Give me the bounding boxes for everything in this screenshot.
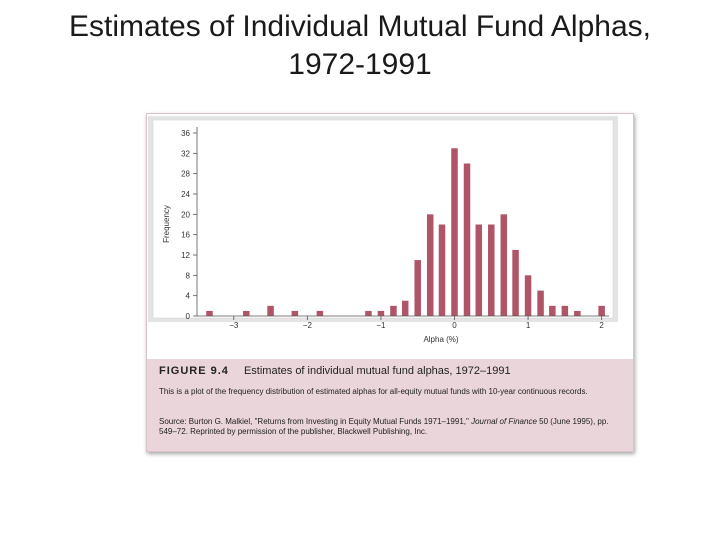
histogram-bar [377,310,385,316]
y-tick-label: 8 [186,271,191,280]
x-tick-label: −1 [376,321,386,330]
histogram-bar [463,163,471,316]
source-prefix: Source: Burton G. Malkiel, "Returns from… [159,417,469,426]
histogram-bar [561,305,569,316]
slide-title: Estimates of Individual Mutual Fund Alph… [0,8,720,84]
y-axis: 0 4 8 12 16 20 24 28 32 36 [181,127,198,321]
histogram-bar [414,260,421,316]
histogram-bar [401,300,409,316]
x-axis: −3 −2 −1 0 1 2 [197,315,609,330]
histogram-bar [365,310,372,316]
slide-title-line-1: Estimates of Individual Mutual Fund Alph… [69,10,651,43]
y-tick-label: 0 [186,312,191,321]
histogram-bar [206,310,213,316]
histogram-bar [537,290,544,316]
y-tick-label: 12 [181,251,190,260]
caption-description: This is a plot of the frequency distribu… [159,387,588,396]
histogram-bar [524,275,532,316]
y-tick-label: 16 [181,231,190,240]
plot-area: 0 4 8 12 16 20 24 28 32 36 −3 −2 −1 0 1 2 Frequency Al… [147,114,633,359]
x-tick-label: −2 [303,321,313,330]
x-axis-title: Alpha (%) [423,335,458,344]
histogram-bar [426,214,434,316]
histogram-bar [438,224,446,316]
histogram-bar [598,305,605,316]
y-tick-label: 4 [186,292,191,301]
histogram-bar [316,310,324,316]
source-suffix: 50 (June 1995), pp. 549–72. Reprinted by… [159,417,609,436]
histogram-bar [451,148,458,316]
slide-title-line-2: 1972-1991 [288,48,432,81]
figure-caption: FIGURE 9.4 Estimates of individual mutua… [147,359,633,451]
histogram-bar [390,305,397,316]
histogram-bar [574,310,581,316]
histogram-bar [267,305,274,316]
figure-title: Estimates of individual mutual fund alph… [243,365,511,377]
x-tick-label: 0 [452,321,457,330]
y-tick-label: 36 [181,129,190,138]
x-tick-label: 1 [526,321,531,330]
caption-heading: FIGURE 9.4 Estimates of individual mutua… [159,365,511,377]
histogram-bar [488,224,495,316]
source-journal: Journal of Finance [471,417,537,426]
y-tick-label: 32 [181,149,190,158]
plot-inner [152,119,614,319]
bars-group [206,148,605,316]
histogram-bar [512,249,519,316]
figure-label: FIGURE 9.4 [159,365,229,377]
histogram-bar [475,224,483,316]
y-tick-label: 20 [181,210,190,219]
y-axis-title: Frequency [162,205,171,243]
x-tick-label: −3 [229,321,239,330]
histogram-bar [549,305,556,316]
histogram-bar [243,310,250,316]
y-tick-label: 24 [181,190,190,199]
caption-source: Source: Burton G. Malkiel, "Returns from… [159,417,609,437]
histogram-bar [500,214,508,316]
figure-panel: 0 4 8 12 16 20 24 28 32 36 −3 −2 −1 0 1 2 Frequency Al… [146,113,634,452]
x-tick-label: 2 [599,321,604,330]
y-tick-label: 28 [181,170,190,179]
histogram-bar [291,310,299,316]
